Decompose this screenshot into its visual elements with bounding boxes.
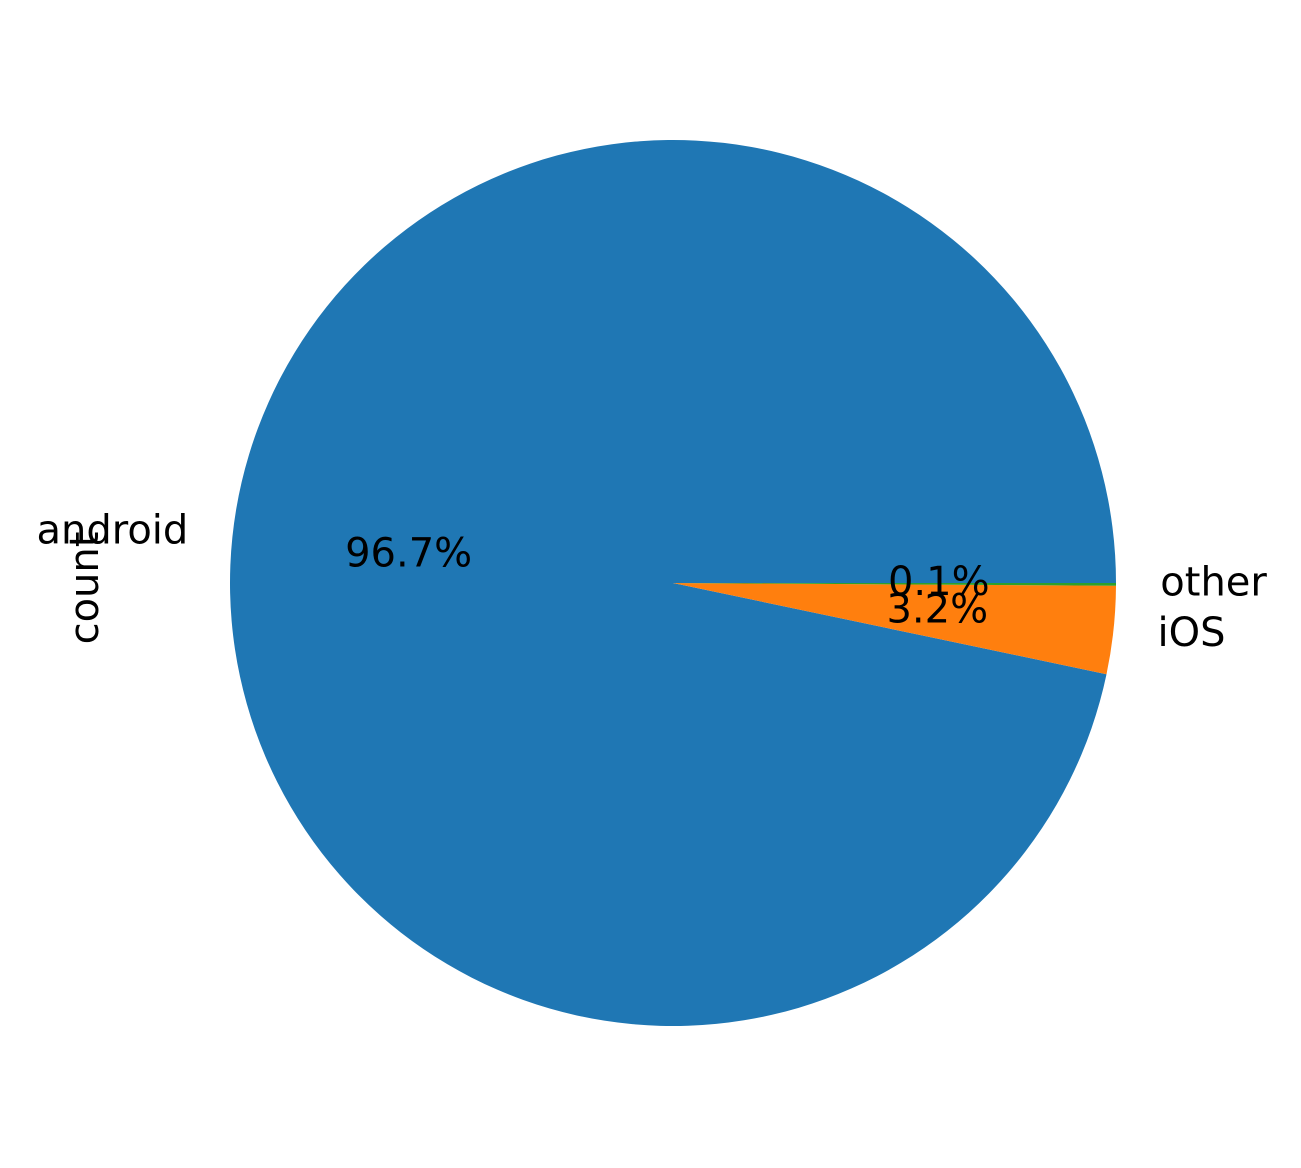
pie-slice-android — [230, 140, 1116, 1027]
pie-slice-other — [673, 583, 1116, 586]
slice-label-other: other — [1160, 560, 1267, 606]
pie-slices — [230, 140, 1116, 1027]
pie-slice-ios — [673, 583, 1116, 675]
slice-label-ios: iOS — [1158, 610, 1226, 656]
slice-percent-ios: 3.2% — [886, 586, 988, 632]
slice-label-android: android — [37, 508, 189, 554]
pie-labels: android 96.7% iOS 3.2% other 0.1% — [37, 508, 1268, 656]
y-axis-label: count — [62, 532, 108, 645]
slice-percent-android: 96.7% — [345, 530, 472, 576]
slice-percent-other: 0.1% — [888, 559, 990, 605]
